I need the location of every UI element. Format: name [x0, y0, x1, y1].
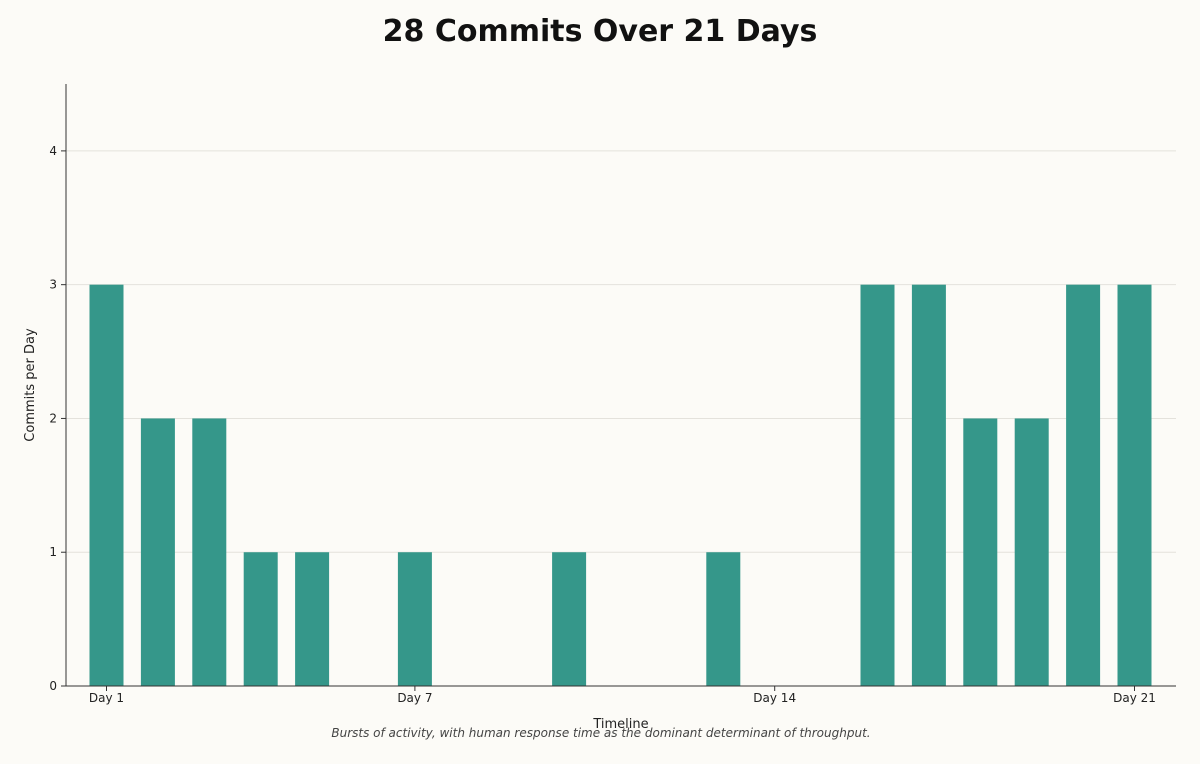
x-tick-label: Day 1	[89, 691, 124, 705]
bar-day-5	[295, 552, 330, 686]
x-axis-title: Timeline	[592, 717, 648, 732]
bar-day-19	[1014, 418, 1049, 686]
y-axis-ticks: 0 1 2 3 4	[49, 144, 66, 693]
grid-lines	[66, 150, 1176, 553]
x-tick-label: Day 7	[397, 691, 432, 705]
bar-day-16	[860, 284, 895, 686]
chart-caption: Bursts of activity, with human response …	[331, 726, 870, 740]
y-tick-label: 2	[49, 411, 57, 425]
y-tick-label: 1	[49, 545, 57, 559]
axes	[65, 84, 1176, 687]
bar-day-2	[140, 418, 175, 686]
bar-day-4	[243, 552, 278, 686]
bar-day-18	[963, 418, 998, 686]
bar-day-10	[552, 552, 587, 686]
x-tick-label: Day 14	[753, 691, 796, 705]
bar-day-17	[911, 284, 946, 686]
y-tick-label: 3	[49, 278, 57, 292]
x-axis-ticks: Day 1 Day 7 Day 14 Day 21	[89, 686, 1156, 705]
bar-day-20	[1066, 284, 1101, 686]
x-tick-label: Day 21	[1113, 691, 1156, 705]
y-tick-label: 4	[49, 144, 57, 158]
chart-title: 28 Commits Over 21 Days	[382, 14, 818, 49]
bar-day-7	[397, 552, 432, 686]
bar-day-3	[192, 418, 227, 686]
bars	[89, 284, 1152, 686]
y-axis-title: Commits per Day	[23, 328, 38, 442]
bar-day-13	[706, 552, 741, 686]
bar-day-21	[1117, 284, 1152, 686]
y-tick-label: 0	[49, 679, 57, 693]
bar-day-1	[89, 284, 124, 686]
